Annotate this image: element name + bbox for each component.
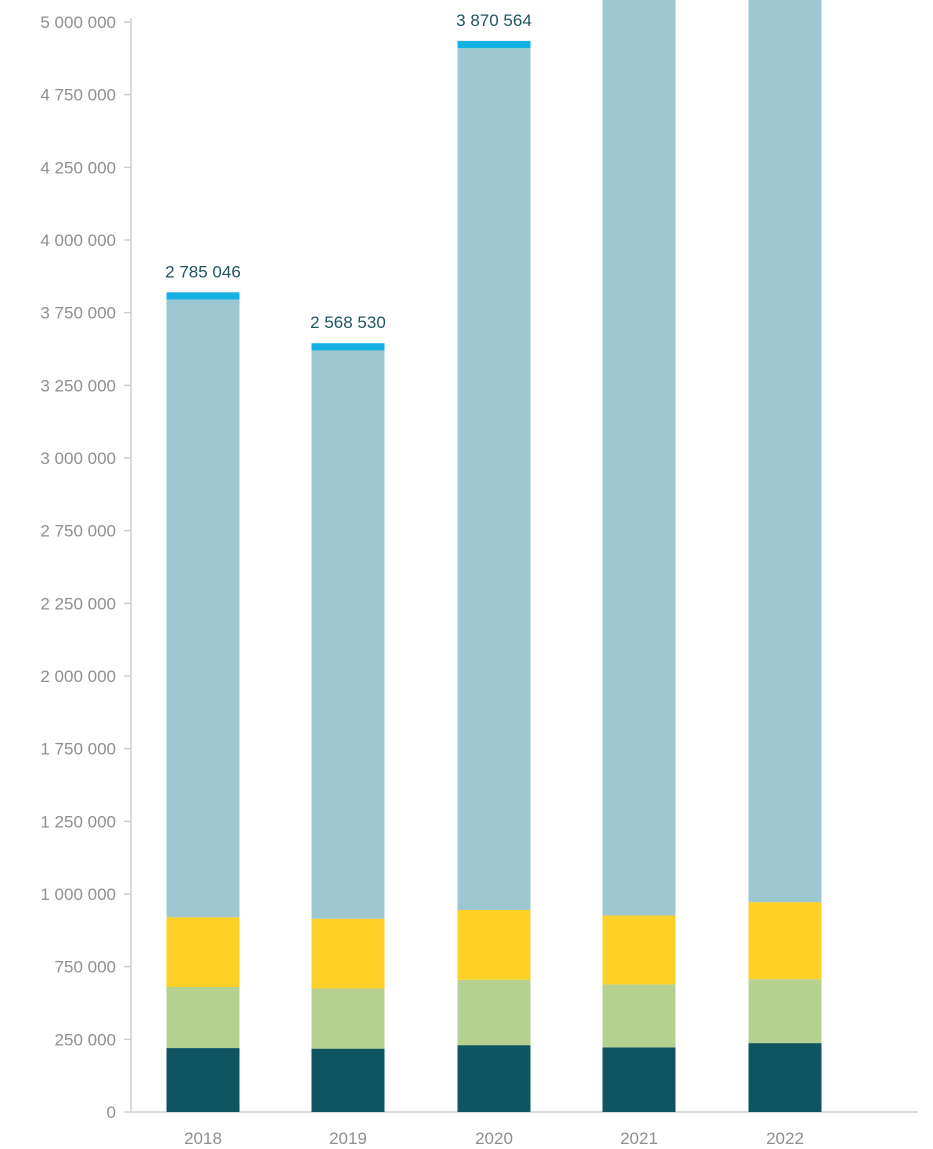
x-category-label-2019: 2019: [329, 1129, 367, 1148]
y-tick-label: 4 000 000: [40, 231, 116, 250]
y-tick-label: 0: [107, 1103, 116, 1122]
y-tick-label: 2 250 000: [40, 594, 116, 613]
bar-segment-2018-series-5: [166, 292, 240, 300]
bar-segment-2020-series-2: [457, 979, 531, 1046]
bar-segment-2020-series-4: [457, 48, 531, 910]
bar-segment-2018-series-2: [166, 987, 240, 1049]
x-category-label-2018: 2018: [184, 1129, 222, 1148]
y-axis-ticks: 0 250 000 750 000 1 000 000 1 250 000 1 750 0…: [40, 13, 131, 1122]
bar-segment-2022-series-4: [748, 0, 822, 903]
bar-segment-2021-series-3: [602, 915, 676, 985]
total-label-2020: 3 870 564: [456, 11, 532, 30]
bar-segment-2018-series-4: [166, 299, 240, 918]
x-category-label-2020: 2020: [475, 1129, 513, 1148]
y-tick-label: 4 250 000: [40, 158, 116, 177]
y-tick-label: 2 750 000: [40, 522, 116, 541]
bar-segment-2018-series-3: [166, 917, 240, 988]
bar-segment-2019-series-2: [311, 988, 385, 1049]
bar-segment-2018-series-1: [166, 1048, 240, 1112]
bar-segment-2021-series-1: [602, 1047, 676, 1112]
y-tick-label: 750 000: [55, 958, 116, 977]
y-tick-label: 3 750 000: [40, 304, 116, 323]
bar-segment-2020-series-3: [457, 909, 531, 980]
y-tick-label: 3 000 000: [40, 449, 116, 468]
y-tick-label: 5 000 000: [40, 13, 116, 32]
y-tick-label: 3 250 000: [40, 376, 116, 395]
x-category-label-2022: 2022: [766, 1129, 804, 1148]
bar-segment-2022-series-2: [748, 979, 822, 1044]
bar-segment-2019-series-5: [311, 343, 385, 351]
bar-segment-2021-series-2: [602, 984, 676, 1048]
x-axis-categories: 2018 2019 2020 2021 2022: [184, 1129, 804, 1148]
bar-segment-2022-series-1: [748, 1043, 822, 1112]
y-tick-label: 4 750 000: [40, 86, 116, 105]
bar-segment-2019-series-4: [311, 350, 385, 919]
bar-segment-2020-series-1: [457, 1045, 531, 1112]
y-tick-label: 250 000: [55, 1030, 116, 1049]
x-category-label-2021: 2021: [620, 1129, 658, 1148]
bar-segment-2020-series-5: [457, 40, 531, 49]
total-label-2019: 2 568 530: [310, 313, 386, 332]
y-tick-label: 1 250 000: [40, 812, 116, 831]
y-tick-label: 1 000 000: [40, 885, 116, 904]
bar-segment-2021-series-4: [602, 0, 676, 916]
bar-segment-2019-series-3: [311, 918, 385, 989]
bar-segment-2019-series-1: [311, 1048, 385, 1112]
total-label-2018: 2 785 046: [165, 262, 241, 281]
y-tick-label: 1 750 000: [40, 740, 116, 759]
y-tick-label: 2 000 000: [40, 667, 116, 686]
bar-segment-2022-series-3: [748, 902, 822, 980]
bars: [166, 0, 822, 1112]
